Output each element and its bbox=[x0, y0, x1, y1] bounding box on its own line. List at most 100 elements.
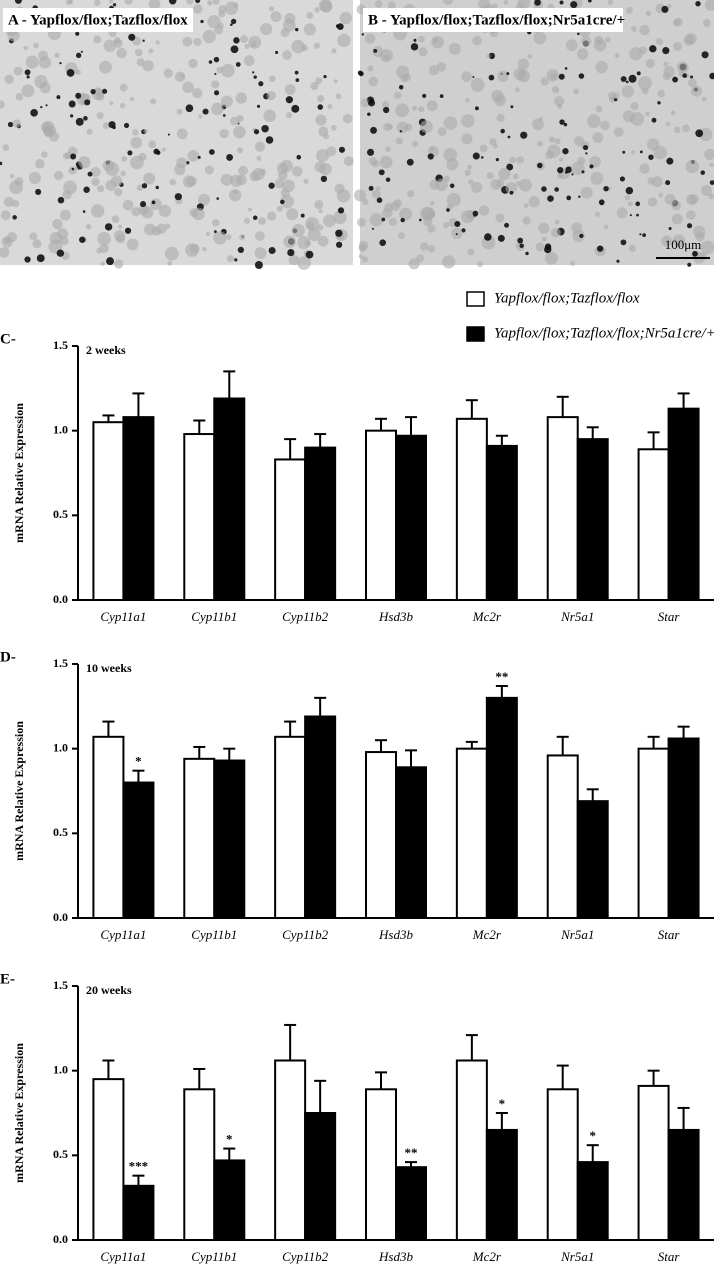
y-tick-label: 1.5 bbox=[53, 978, 68, 992]
cell bbox=[253, 129, 260, 135]
cell bbox=[368, 185, 374, 191]
cell bbox=[90, 204, 105, 218]
label-box bbox=[3, 8, 193, 32]
cell bbox=[318, 209, 323, 214]
cell bbox=[316, 94, 325, 103]
cell bbox=[75, 92, 82, 99]
cell bbox=[668, 226, 672, 231]
cell bbox=[54, 52, 60, 58]
cell bbox=[275, 50, 279, 54]
bar bbox=[667, 737, 700, 919]
cell bbox=[437, 127, 447, 137]
cell bbox=[169, 179, 176, 186]
cell bbox=[143, 128, 148, 134]
cell bbox=[216, 66, 224, 74]
cell bbox=[83, 116, 88, 121]
cell bbox=[252, 215, 258, 221]
cell bbox=[443, 147, 458, 162]
bar bbox=[546, 416, 579, 601]
bar bbox=[395, 766, 427, 919]
cell bbox=[701, 185, 712, 197]
cell bbox=[236, 147, 244, 154]
cell bbox=[672, 234, 686, 248]
cell bbox=[66, 68, 75, 77]
cell bbox=[509, 190, 514, 195]
cell bbox=[373, 48, 378, 53]
cell bbox=[413, 38, 417, 42]
bar bbox=[485, 696, 518, 919]
cell bbox=[208, 60, 213, 64]
cell bbox=[336, 189, 351, 203]
cell bbox=[68, 166, 77, 175]
legend-swatch bbox=[466, 291, 485, 307]
cell bbox=[564, 170, 568, 174]
cell bbox=[261, 124, 269, 133]
cell bbox=[686, 223, 693, 229]
cell bbox=[572, 229, 585, 243]
cell bbox=[630, 102, 639, 111]
bar bbox=[395, 1166, 427, 1241]
cell bbox=[235, 62, 241, 67]
cell bbox=[549, 136, 556, 143]
cell bbox=[129, 96, 135, 102]
bar bbox=[637, 747, 670, 920]
cell bbox=[395, 137, 403, 145]
cell bbox=[84, 99, 91, 106]
cell bbox=[621, 85, 634, 98]
cell bbox=[700, 170, 706, 175]
cell bbox=[461, 71, 472, 82]
cell bbox=[218, 5, 227, 14]
cell bbox=[651, 117, 657, 123]
cell bbox=[366, 148, 375, 156]
cell bbox=[269, 6, 275, 12]
cell bbox=[193, 4, 203, 14]
cell bbox=[510, 105, 514, 109]
cell bbox=[665, 180, 671, 186]
cell bbox=[505, 182, 518, 194]
cell bbox=[480, 156, 484, 159]
cell bbox=[467, 164, 472, 170]
cell bbox=[93, 0, 101, 7]
cell bbox=[151, 200, 156, 205]
cell bbox=[29, 232, 38, 241]
cell bbox=[365, 33, 376, 44]
cell bbox=[443, 175, 450, 182]
cell bbox=[429, 200, 435, 206]
cell bbox=[276, 205, 283, 212]
cell bbox=[335, 241, 343, 248]
x-tick-label: Mc2r bbox=[472, 1249, 502, 1264]
cell bbox=[233, 125, 246, 139]
cell bbox=[685, 32, 697, 45]
cell bbox=[472, 75, 475, 78]
cell bbox=[118, 224, 123, 229]
cell bbox=[637, 76, 652, 91]
cell bbox=[128, 33, 136, 41]
micrograph-b bbox=[360, 0, 714, 265]
cell bbox=[442, 255, 456, 269]
cell bbox=[426, 100, 438, 112]
cell bbox=[578, 195, 581, 199]
cell bbox=[291, 166, 303, 177]
x-tick-label: Cyp11b1 bbox=[191, 927, 237, 942]
cell bbox=[291, 104, 300, 113]
cell bbox=[550, 227, 561, 238]
cell bbox=[699, 252, 707, 261]
cell bbox=[685, 159, 700, 174]
cell bbox=[343, 156, 354, 167]
x-tick-label: Cyp11b2 bbox=[282, 927, 328, 942]
cell bbox=[306, 221, 315, 231]
cell bbox=[500, 128, 505, 134]
x-tick-label: Nr5a1 bbox=[560, 609, 594, 624]
cell bbox=[41, 151, 48, 158]
cell bbox=[446, 208, 450, 212]
cell bbox=[573, 88, 580, 95]
cell bbox=[598, 199, 605, 206]
cell bbox=[338, 146, 346, 153]
bar bbox=[213, 759, 246, 920]
cell bbox=[558, 73, 565, 80]
cell bbox=[400, 217, 405, 223]
cell bbox=[372, 160, 380, 168]
cell bbox=[254, 141, 266, 152]
cell bbox=[488, 52, 496, 60]
cell bbox=[626, 6, 633, 14]
